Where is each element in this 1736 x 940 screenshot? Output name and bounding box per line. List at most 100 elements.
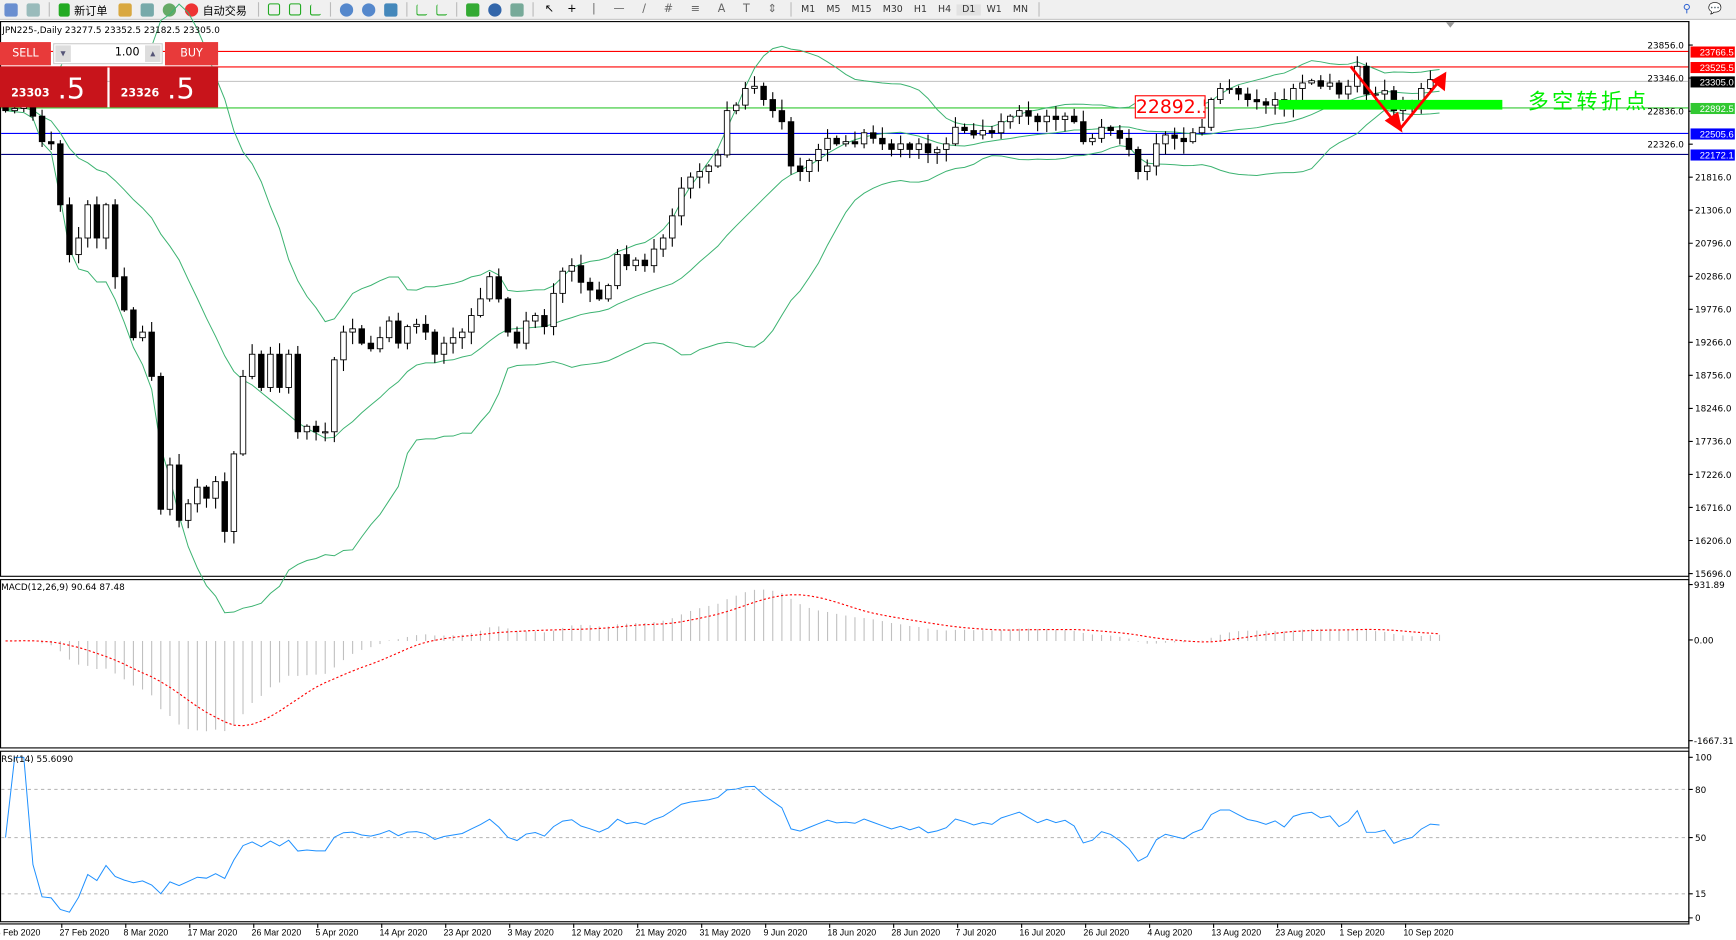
candle[interactable] [111,199,119,289]
candle[interactable] [1226,79,1233,94]
timeframe-d1[interactable]: D1 [956,3,981,15]
candle[interactable] [340,325,347,372]
candle[interactable] [1189,128,1197,144]
sell-price-button[interactable]: 23303 .5 [0,66,108,108]
trendline-icon[interactable]: / [642,3,647,16]
candle[interactable] [230,451,238,544]
candle[interactable] [577,254,585,294]
chart-shift-marker-icon[interactable] [1445,22,1455,28]
candle[interactable] [1016,105,1023,125]
candle[interactable] [468,308,475,345]
candle[interactable] [522,311,530,350]
timeframe-h4[interactable]: H4 [938,3,952,15]
candle[interactable] [157,372,165,515]
candle[interactable] [596,281,603,301]
candle[interactable] [66,197,73,263]
candle[interactable] [1271,92,1279,115]
timeframe-mn[interactable]: MN [1012,3,1029,15]
candle[interactable] [459,328,466,349]
candle[interactable] [1198,118,1206,136]
new-order-button[interactable]: 新订单 [54,1,107,18]
candle[interactable] [1308,78,1315,85]
crosshair-icon[interactable]: + [567,3,577,16]
candle[interactable] [75,226,82,264]
candle[interactable] [84,200,91,248]
candle[interactable] [669,208,676,247]
candle[interactable] [623,245,630,271]
candle[interactable] [1089,133,1096,146]
candle[interactable] [1144,159,1151,181]
buy-price-button[interactable]: 23326 .5 [109,66,219,108]
candle[interactable] [1262,97,1270,114]
metaeditor-icon[interactable] [118,2,132,17]
candle[interactable] [166,457,174,516]
line-chart-icon[interactable] [309,3,322,15]
bar-chart-icon[interactable] [267,3,281,16]
candle[interactable] [979,119,987,140]
candle[interactable] [303,424,311,440]
candle[interactable] [349,318,356,345]
candle[interactable] [1125,129,1133,157]
candle[interactable] [888,139,895,157]
candle[interactable] [1317,75,1324,90]
candle[interactable] [870,125,877,144]
candle[interactable] [860,129,868,149]
candle[interactable] [175,453,183,528]
candle[interactable] [1080,110,1087,145]
candle[interactable] [495,268,502,303]
timeframe-w1[interactable]: W1 [986,3,1002,15]
new-chart-icon[interactable] [4,2,18,17]
candle[interactable] [1363,62,1370,102]
candle[interactable] [1180,127,1187,154]
candle[interactable] [139,325,146,342]
candle[interactable] [404,324,411,350]
candle[interactable] [130,307,137,341]
candle[interactable] [970,123,977,139]
candle[interactable] [924,134,932,164]
candle[interactable] [1299,74,1306,101]
candle[interactable] [322,422,329,442]
candle[interactable] [148,322,155,381]
candle[interactable] [833,135,840,146]
candle[interactable] [705,164,713,184]
candle[interactable] [678,177,685,226]
candle[interactable] [842,135,850,147]
horizontal-line-icon[interactable]: — [613,3,625,16]
candle[interactable] [997,113,1005,139]
candle[interactable] [906,141,913,159]
candle[interactable] [102,202,110,250]
periods-clock-icon[interactable] [488,2,502,17]
timeframe-m1[interactable]: M1 [801,3,816,15]
candle[interactable] [1116,125,1124,145]
candle[interactable] [641,253,649,272]
candle[interactable] [1217,82,1224,105]
candle[interactable] [38,109,46,147]
candle[interactable] [449,327,457,354]
candle[interactable] [267,346,274,392]
candle[interactable] [605,283,612,302]
candle[interactable] [751,76,758,94]
candle[interactable] [1153,133,1160,176]
candle[interactable] [806,158,813,182]
candle[interactable] [714,149,722,168]
candle[interactable] [1427,70,1434,91]
candle[interactable] [1070,108,1078,124]
candle[interactable] [851,131,859,148]
candle[interactable] [1061,112,1069,132]
candle[interactable] [1025,101,1032,125]
level-price-label[interactable]: 22892.5 [1134,95,1206,119]
candle[interactable] [687,172,694,199]
candle[interactable] [1162,131,1169,155]
candle[interactable] [93,196,101,249]
vertical-line-icon[interactable]: | [592,3,596,16]
candle[interactable] [57,140,64,212]
candle[interactable] [723,101,731,158]
timeframe-m5[interactable]: M5 [826,3,841,15]
volume-increase-icon[interactable]: ▲ [145,45,161,63]
candle[interactable] [258,350,265,392]
channel-icon[interactable]: # [663,3,674,16]
candle[interactable] [769,92,776,118]
candle[interactable] [1052,106,1060,131]
candle[interactable] [239,369,247,456]
candle[interactable] [331,356,338,443]
